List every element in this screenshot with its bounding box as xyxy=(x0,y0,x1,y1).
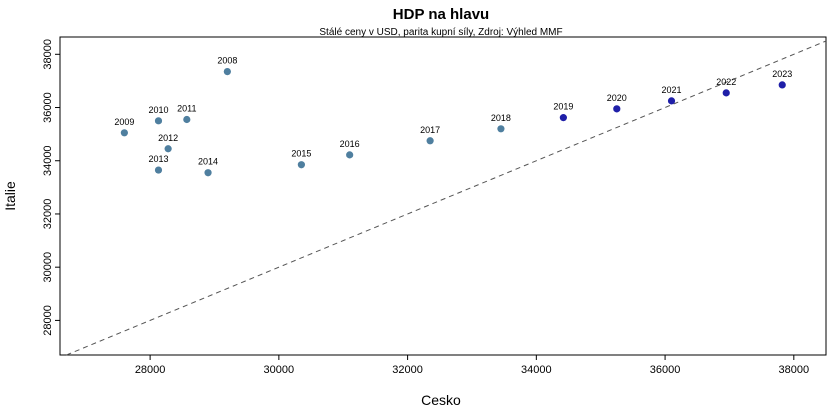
data-point-label: 2010 xyxy=(148,105,168,115)
data-point xyxy=(559,114,567,122)
data-point xyxy=(204,169,212,177)
data-point xyxy=(183,115,191,124)
data-point xyxy=(667,97,676,105)
data-point xyxy=(164,145,172,153)
data-point xyxy=(426,137,434,145)
data-point-label: 2023 xyxy=(772,69,792,79)
data-point xyxy=(497,125,505,133)
data-point xyxy=(120,129,128,137)
data-point-label: 2016 xyxy=(340,139,360,149)
data-point-label: 2018 xyxy=(491,113,511,123)
y-tick-label: 28000 xyxy=(42,305,54,336)
data-point-label: 2011 xyxy=(177,103,196,113)
data-point xyxy=(778,81,786,89)
data-point-label: 2020 xyxy=(607,93,627,103)
y-axis: 28000 30000 32000 34000 36000 38000 xyxy=(42,39,60,336)
data-points: 2008 2009 2010 2011 2012 2013 2014 2015 2016 2017… xyxy=(114,56,792,177)
plot-frame xyxy=(59,36,827,356)
data-point xyxy=(223,67,231,76)
data-point xyxy=(154,117,163,125)
x-tick-label: 28000 xyxy=(135,364,166,376)
data-point-label: 2021 xyxy=(661,85,681,95)
x-axis: 28000 30000 32000 34000 36000 38000 xyxy=(135,355,809,376)
data-point xyxy=(613,105,621,113)
data-point-label: 2013 xyxy=(148,154,168,164)
x-tick-label: 30000 xyxy=(264,364,295,376)
y-tick-label: 34000 xyxy=(42,145,54,176)
data-point-label: 2009 xyxy=(114,117,134,127)
x-tick-label: 38000 xyxy=(779,364,810,376)
y-tick-label: 38000 xyxy=(42,39,54,70)
diagonal-reference-line xyxy=(66,40,827,356)
y-tick-label: 36000 xyxy=(42,92,54,123)
data-point-label: 2017 xyxy=(420,125,440,135)
data-point-label: 2015 xyxy=(291,149,311,159)
data-point-label: 2008 xyxy=(217,56,237,66)
data-point-label: 2014 xyxy=(198,157,218,167)
data-point xyxy=(722,89,730,97)
data-point xyxy=(154,166,163,174)
y-axis-label: Italie xyxy=(2,181,18,211)
chart-title: HDP na hlavu xyxy=(393,6,489,23)
x-tick-label: 36000 xyxy=(650,364,681,376)
data-point xyxy=(346,151,354,159)
x-tick-label: 34000 xyxy=(521,364,552,376)
x-tick-label: 32000 xyxy=(392,364,423,376)
data-point-label: 2012 xyxy=(158,133,178,143)
y-tick-label: 30000 xyxy=(42,252,54,283)
data-point-label: 2019 xyxy=(553,102,573,112)
chart-subtitle: Stálé ceny v USD, parita kupní síly, Zdr… xyxy=(319,27,562,38)
x-axis-label: Cesko xyxy=(421,392,461,408)
y-tick-label: 32000 xyxy=(42,199,54,230)
data-point xyxy=(297,161,305,169)
data-point-label: 2022 xyxy=(716,77,736,87)
